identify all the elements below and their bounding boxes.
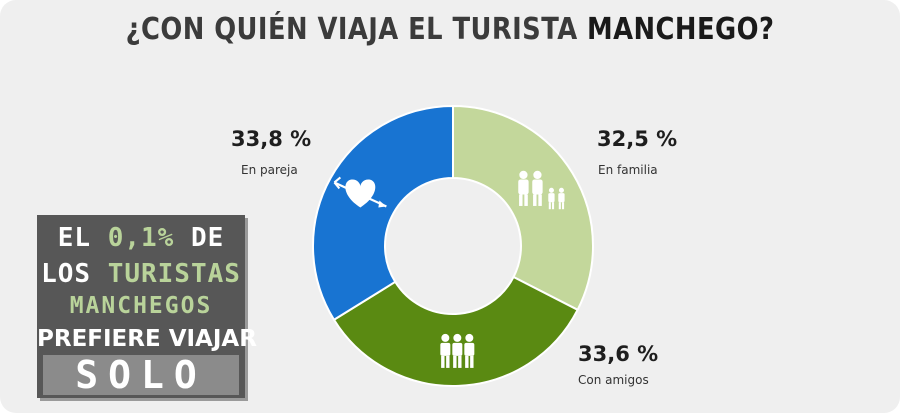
pareja-category-label: En pareja — [241, 163, 298, 177]
amigos-percent-label: 33,6 % — [578, 342, 659, 366]
callout-line-1a: EL — [57, 223, 108, 253]
family-icon — [518, 170, 565, 210]
callout-line-5: SOLO — [43, 355, 239, 395]
solo-callout-box: EL 0,1% DE LOS TURISTAS MANCHEGOS PREFIE… — [37, 215, 257, 398]
title-part-2: MANCHEGO? — [587, 12, 775, 47]
callout-line-2: LOS TURISTAS — [37, 259, 245, 289]
callout-line-4: PREFIERE VIAJAR — [37, 326, 257, 352]
friends-icon — [440, 333, 475, 368]
callout-line-2b: TURISTAS — [107, 259, 241, 289]
callout-line-2a: LOS — [41, 259, 108, 289]
page-title: ¿CON QUIÉN VIAJA EL TURISTA MANCHEGO? — [63, 12, 837, 47]
pareja-percent-label: 33,8 % — [231, 127, 312, 151]
donut-slice-2 — [312, 104, 454, 322]
callout-line-1: EL 0,1% DE — [37, 223, 245, 253]
donut-slice-0 — [452, 104, 594, 312]
callout-line-1b: 0,1% — [107, 223, 175, 253]
title-part-1: ¿CON QUIÉN VIAJA EL TURISTA — [125, 12, 588, 47]
amigos-category-label: Con amigos — [578, 373, 649, 387]
callout-line-3: MANCHEGOS — [69, 293, 213, 319]
heart-arrow-icon — [333, 176, 387, 208]
donut-slice-1 — [332, 275, 579, 387]
familia-category-label: En familia — [598, 163, 658, 177]
familia-percent-label: 32,5 % — [597, 127, 678, 151]
callout-line-1c: DE — [174, 223, 225, 253]
